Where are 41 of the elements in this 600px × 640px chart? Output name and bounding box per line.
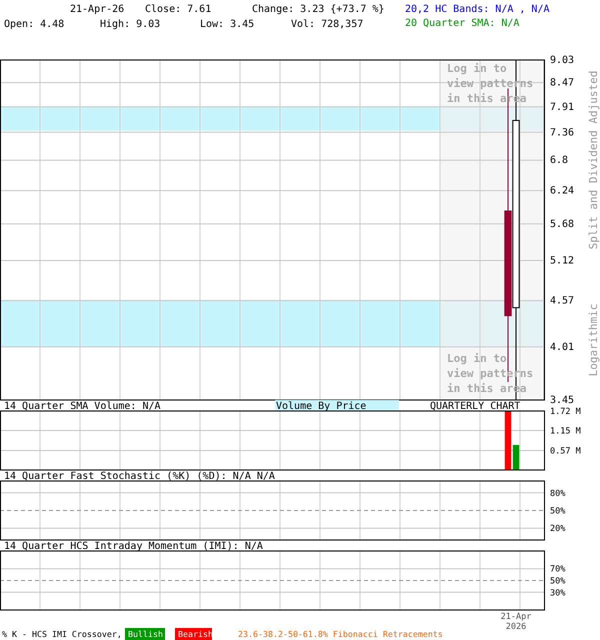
y-tick-label: 7.36 — [550, 127, 574, 138]
y-tick-label: 7.91 — [550, 102, 574, 113]
y-tick-label: 6.8 — [550, 155, 568, 166]
text: Open: 4.48 — [4, 19, 64, 30]
y-tick-label: 20% — [550, 524, 566, 534]
y-tick-label: 3.45 — [550, 395, 574, 406]
y-tick-label: 6.24 — [550, 186, 574, 197]
y-tick-label: 5.12 — [550, 256, 574, 266]
y-tick-label: 50% — [550, 506, 566, 516]
text: 20 Quarter SMA: N/A — [405, 18, 520, 29]
text: High: 9.03 — [100, 19, 160, 30]
text: 23.6-38.2-50-61.8% Fibonacci Retracements — [238, 629, 443, 639]
y-tick-label: 30% — [550, 588, 566, 598]
x-tick-label: 21-Apr 2026 — [500, 612, 532, 632]
text: Vol: 728,357 — [291, 19, 364, 30]
y-tick-label: 8.47 — [550, 78, 574, 89]
chart-title: 14 Quarter HCS Intraday Momentum (IMI): N/A — [4, 541, 263, 552]
chart-title: 14 Quarter SMA Volume: N/A — [4, 401, 161, 412]
text: 20,2 HC Bands: N/A , N/A — [405, 4, 550, 15]
text: Bullish — [128, 629, 163, 639]
text: 21-Apr-26 — [70, 4, 124, 15]
y-tick-label: 9.03 — [550, 55, 574, 66]
y-tick-label: 0.57 M — [550, 446, 581, 456]
y-tick-label: 70% — [550, 564, 566, 575]
text: Split and Dividend Adjusted — [587, 70, 600, 250]
text: Change: 3.23 {+73.7 %} — [252, 4, 384, 15]
y-tick-label: 1.72 M — [550, 407, 581, 417]
annotation: QUARTERLY CHART — [430, 401, 520, 412]
y-tick-label: 5.68 — [550, 218, 574, 230]
y-tick-label: 4.57 — [550, 296, 574, 307]
text: Low: 3.45 — [200, 19, 254, 30]
y-tick-label: 50% — [550, 576, 566, 586]
text: Logarithmic — [587, 304, 600, 376]
text: % K - HCS IMI Crossover, — [2, 629, 122, 639]
y-tick-label: 80% — [550, 488, 566, 499]
chart-title: 14 Quarter Fast Stochastic (%K) (%D): N/A N/A — [4, 471, 275, 482]
annotation: Volume By Price — [276, 401, 366, 412]
y-tick-label: 1.15 M — [550, 426, 581, 437]
y-tick-label: 4.01 — [550, 342, 574, 353]
text: Close: 7.61 — [145, 4, 212, 15]
text: Bearish — [178, 629, 213, 639]
